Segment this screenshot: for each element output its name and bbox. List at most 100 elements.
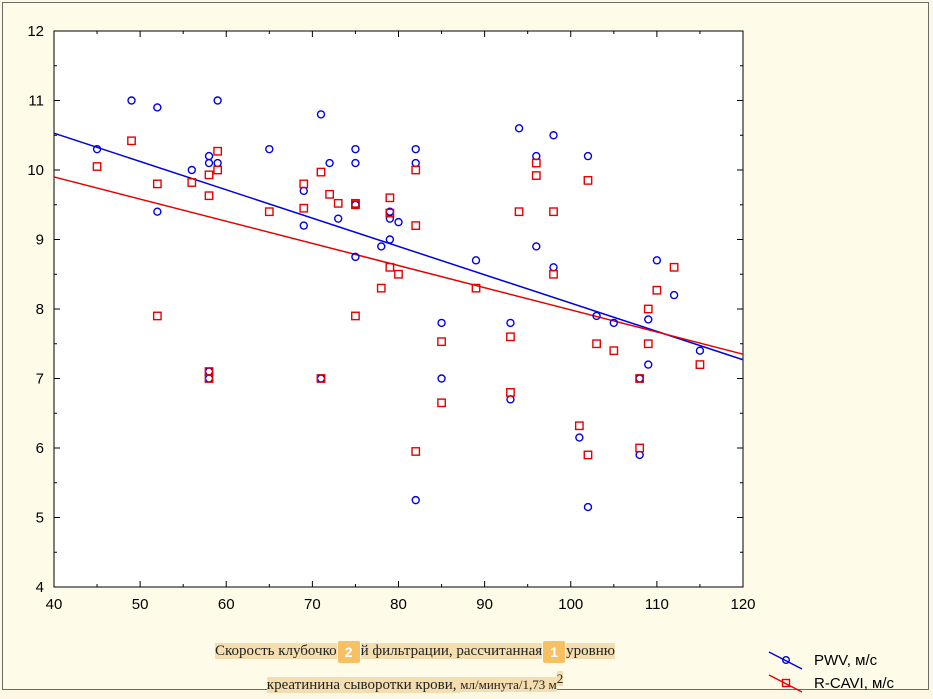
pwv-point — [153, 103, 162, 112]
caption-units-superscript: 2 — [556, 671, 564, 686]
data-markers — [92, 96, 705, 512]
pwv-point — [549, 131, 558, 140]
pwv-point — [471, 256, 481, 265]
y-tick-label: 6 — [36, 440, 44, 457]
rcavi-point — [411, 165, 421, 175]
caption-part-2: й фильтрации, рассчитанная — [360, 643, 543, 659]
rcavi-point — [204, 170, 214, 180]
rcavi-point — [531, 158, 541, 168]
pwv-point — [575, 433, 584, 442]
rcavi-point — [316, 374, 326, 383]
pwv-regression-line — [53, 132, 744, 361]
rcavi-point — [635, 374, 645, 383]
legend-rcavi-symbol — [768, 674, 803, 693]
axis-ticks — [53, 30, 744, 588]
pwv-point — [437, 318, 446, 328]
caption-part-3: уровню — [566, 643, 615, 659]
y-tick-label: 12 — [27, 23, 44, 40]
rcavi-point — [299, 203, 309, 213]
y-tick-label: 10 — [27, 162, 44, 179]
rcavi-point — [506, 388, 515, 397]
plot-area — [53, 30, 744, 588]
rcavi-point — [213, 165, 223, 175]
rcavi-point — [385, 193, 395, 203]
y-tick-label: 9 — [36, 232, 44, 249]
pwv-point — [187, 165, 197, 175]
pwv-point — [695, 346, 705, 355]
pwv-point — [351, 158, 360, 168]
pwv-point — [351, 252, 360, 262]
pwv-point — [411, 495, 420, 505]
rcavi-point — [609, 346, 619, 356]
y-tick-label: 4 — [36, 579, 44, 596]
rcavi-point — [316, 167, 326, 177]
x-tick-label: 90 — [476, 596, 493, 613]
rcavi-point — [152, 179, 162, 189]
pwv-point — [127, 96, 136, 105]
pwv-point — [316, 110, 326, 119]
x-tick-label: 80 — [390, 596, 407, 613]
pwv-point — [669, 290, 679, 300]
rcavi-point — [325, 189, 334, 199]
rcavi-point — [351, 311, 360, 321]
pwv-point — [204, 158, 214, 168]
rcavi-point — [127, 136, 136, 146]
legend-pwv-symbol — [768, 651, 803, 670]
annotation-badge-2[interactable]: 2 — [337, 640, 360, 663]
rcavi-point — [213, 146, 223, 156]
legend-label-rcavi: R-CAVI, м/с — [814, 675, 895, 692]
rcavi-point — [333, 198, 343, 208]
pwv-point — [153, 207, 162, 216]
x-tick-label: 120 — [730, 596, 755, 613]
rcavi-point — [549, 269, 558, 279]
tick-labels: 40 50 60 70 80 90 100 110 120 4 5 6 7 8 9 10 11 12 — [27, 23, 755, 613]
rcavi-point — [643, 339, 653, 349]
rcavi-point — [574, 421, 584, 431]
caption-part-1: Скорость клубочко — [215, 643, 337, 659]
rcavi-point — [394, 269, 403, 279]
caption-units: мл/минута/1,73 м — [460, 677, 557, 692]
pwv-point — [351, 144, 360, 154]
pwv-point — [583, 151, 593, 161]
y-tick-label: 5 — [36, 510, 44, 527]
pwv-point — [377, 242, 386, 251]
y-tick-label: 11 — [28, 93, 44, 110]
rcavi-point — [351, 198, 360, 208]
x-tick-label: 60 — [218, 596, 235, 613]
y-tick-label: 8 — [36, 301, 44, 318]
x-tick-label: 70 — [304, 596, 321, 613]
rcavi-point — [531, 171, 541, 180]
rcavi-point — [264, 207, 274, 217]
pwv-point — [514, 124, 524, 133]
pwv-point — [213, 96, 222, 105]
pwv-point — [334, 214, 343, 223]
rcavi-point — [92, 162, 102, 171]
rcavi-point — [204, 374, 214, 383]
pwv-point — [385, 235, 395, 244]
pwv-point — [437, 374, 446, 383]
rcavi-point — [411, 221, 421, 230]
x-tick-label: 100 — [558, 596, 583, 613]
rcavi-point — [514, 207, 524, 217]
rcavi-point — [385, 208, 395, 218]
rcavi-point — [549, 207, 558, 217]
fit-lines — [53, 132, 744, 361]
pwv-point — [583, 502, 593, 512]
rcavi-point — [437, 337, 446, 347]
caption-line2-part-1: креатинина сыворотки крови, — [266, 677, 461, 693]
rcavi-point — [583, 450, 593, 460]
rcavi-point — [187, 178, 197, 187]
pwv-point — [609, 318, 619, 328]
pwv-point — [652, 256, 662, 265]
y-tick-label: 7 — [36, 371, 44, 388]
pwv-point — [411, 144, 420, 154]
annotation-badge-1[interactable]: 1 — [543, 640, 566, 663]
rcavi-point — [506, 332, 515, 342]
x-tick-label: 40 — [46, 596, 63, 613]
rcavi-point — [471, 283, 481, 293]
x-axis-caption: Скорость клубочко 2 й фильтрации, рассчита… — [95, 638, 735, 699]
rcavi-point — [299, 179, 309, 189]
rcavi-point — [652, 285, 662, 295]
rcavi-point — [411, 447, 421, 456]
